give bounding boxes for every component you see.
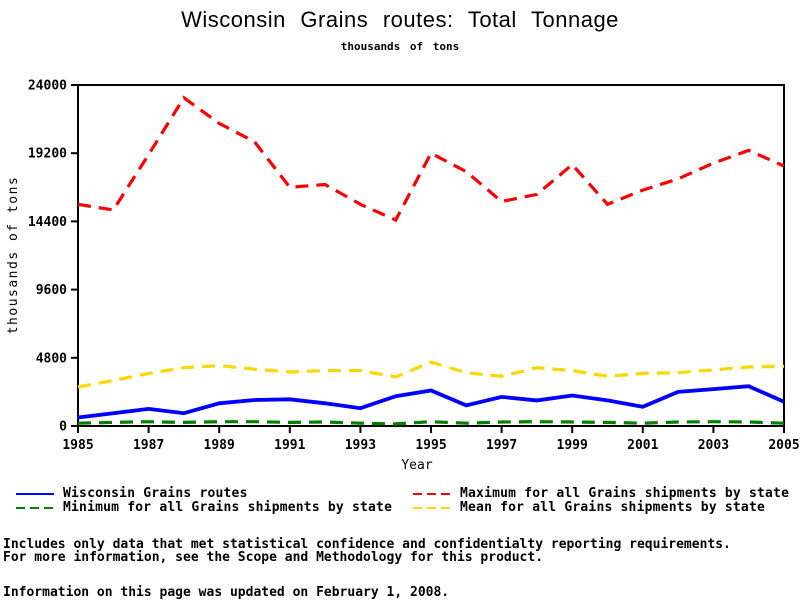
plot-frame bbox=[77, 84, 785, 427]
chart-title: Wisconsin Grains routes: Total Tonnage bbox=[181, 7, 619, 32]
legend-label: Wisconsin Grains routes bbox=[63, 486, 248, 501]
x-tick-label: 1993 bbox=[345, 438, 376, 453]
series-line-minimum-for-all-grains-shipments-by-state bbox=[77, 420, 785, 426]
y-tick-label: 9600 bbox=[36, 283, 67, 298]
x-tick-label: 1995 bbox=[415, 438, 446, 453]
y-tick-label: 19200 bbox=[28, 147, 67, 162]
legend-swatch-solid-line-icon bbox=[16, 492, 54, 495]
x-tick-label: 1991 bbox=[274, 438, 305, 453]
series-line-maximum-for-all-grains-shipments-by-state bbox=[77, 95, 785, 223]
legend-swatch-dashed-line-icon bbox=[413, 492, 451, 495]
y-tick-label: 24000 bbox=[28, 79, 67, 94]
x-tick-label: 1999 bbox=[557, 438, 588, 453]
legend-entry-mean: Mean for all Grains shipments by state bbox=[412, 500, 765, 515]
updated-date-line: Information on this page was updated on … bbox=[3, 585, 450, 600]
legend-entry-minimum: Minimum for all Grains shipments by stat… bbox=[15, 500, 392, 515]
series-line-mean-for-all-grains-shipments-by-state bbox=[77, 360, 785, 389]
legend-entry-maximum: Maximum for all Grains shipments by stat… bbox=[412, 486, 789, 501]
chart-svg: 0 4800 9600 14400 19200 24000 1985 1987 1989 1991… bbox=[28, 79, 800, 454]
x-axis-title: Year bbox=[401, 458, 433, 473]
legend-entry-wisconsin-grains-routes: Wisconsin Grains routes bbox=[15, 486, 248, 501]
legend-label: Minimum for all Grains shipments by stat… bbox=[63, 500, 393, 515]
x-tick-label: 1985 bbox=[62, 438, 93, 453]
x-tick-label: 1997 bbox=[486, 438, 517, 453]
x-tick-label: 2001 bbox=[627, 438, 658, 453]
legend-label: Mean for all Grains shipments by state bbox=[460, 500, 766, 515]
legend-swatch-dashed-line-icon bbox=[16, 506, 54, 509]
legend-swatch-dashed-line-icon bbox=[413, 506, 451, 509]
y-tick-label: 4800 bbox=[36, 351, 67, 366]
footnote-line-1: Includes only data that met statistical … bbox=[3, 537, 731, 552]
legend-label: Maximum for all Grains shipments by stat… bbox=[460, 486, 790, 501]
footnote-line-2: For more information, see the Scope and … bbox=[3, 550, 544, 565]
x-tick-label: 2005 bbox=[768, 438, 799, 453]
series-line-wisconsin-grains-routes bbox=[77, 384, 785, 420]
y-tick-label: 14400 bbox=[28, 215, 67, 230]
y-tick-label: 0 bbox=[59, 420, 67, 435]
x-tick-label: 1987 bbox=[133, 438, 164, 453]
x-tick-label: 1989 bbox=[204, 438, 235, 453]
chart-subtitle: thousands of tons bbox=[340, 40, 460, 53]
x-tick-label: 2003 bbox=[698, 438, 729, 453]
